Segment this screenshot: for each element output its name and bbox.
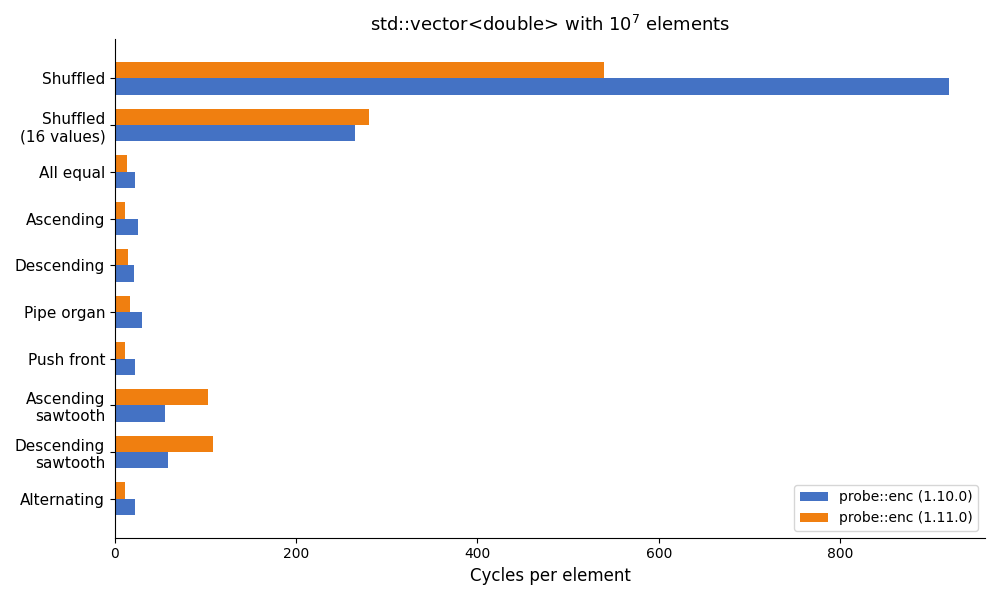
Bar	[115, 436, 213, 452]
Bar	[115, 202, 125, 218]
Bar	[115, 296, 130, 312]
Bar	[115, 406, 165, 422]
Bar	[115, 218, 138, 235]
Bar	[115, 312, 142, 328]
Bar	[115, 389, 208, 406]
Bar	[115, 155, 127, 172]
Bar	[115, 109, 369, 125]
Bar	[115, 359, 135, 375]
Title: std::vector<double> with $10^7$ elements: std::vector<double> with $10^7$ elements	[370, 15, 730, 35]
Bar	[115, 79, 949, 95]
Bar	[115, 172, 135, 188]
Bar	[115, 499, 135, 515]
X-axis label: Cycles per element: Cycles per element	[470, 567, 630, 585]
Bar	[115, 342, 125, 359]
Bar	[115, 249, 128, 265]
Bar	[115, 265, 134, 281]
Bar	[115, 452, 168, 469]
Legend: probe::enc (1.10.0), probe::enc (1.11.0): probe::enc (1.10.0), probe::enc (1.11.0)	[794, 485, 978, 531]
Bar	[115, 482, 125, 499]
Bar	[115, 62, 604, 79]
Bar	[115, 125, 355, 142]
